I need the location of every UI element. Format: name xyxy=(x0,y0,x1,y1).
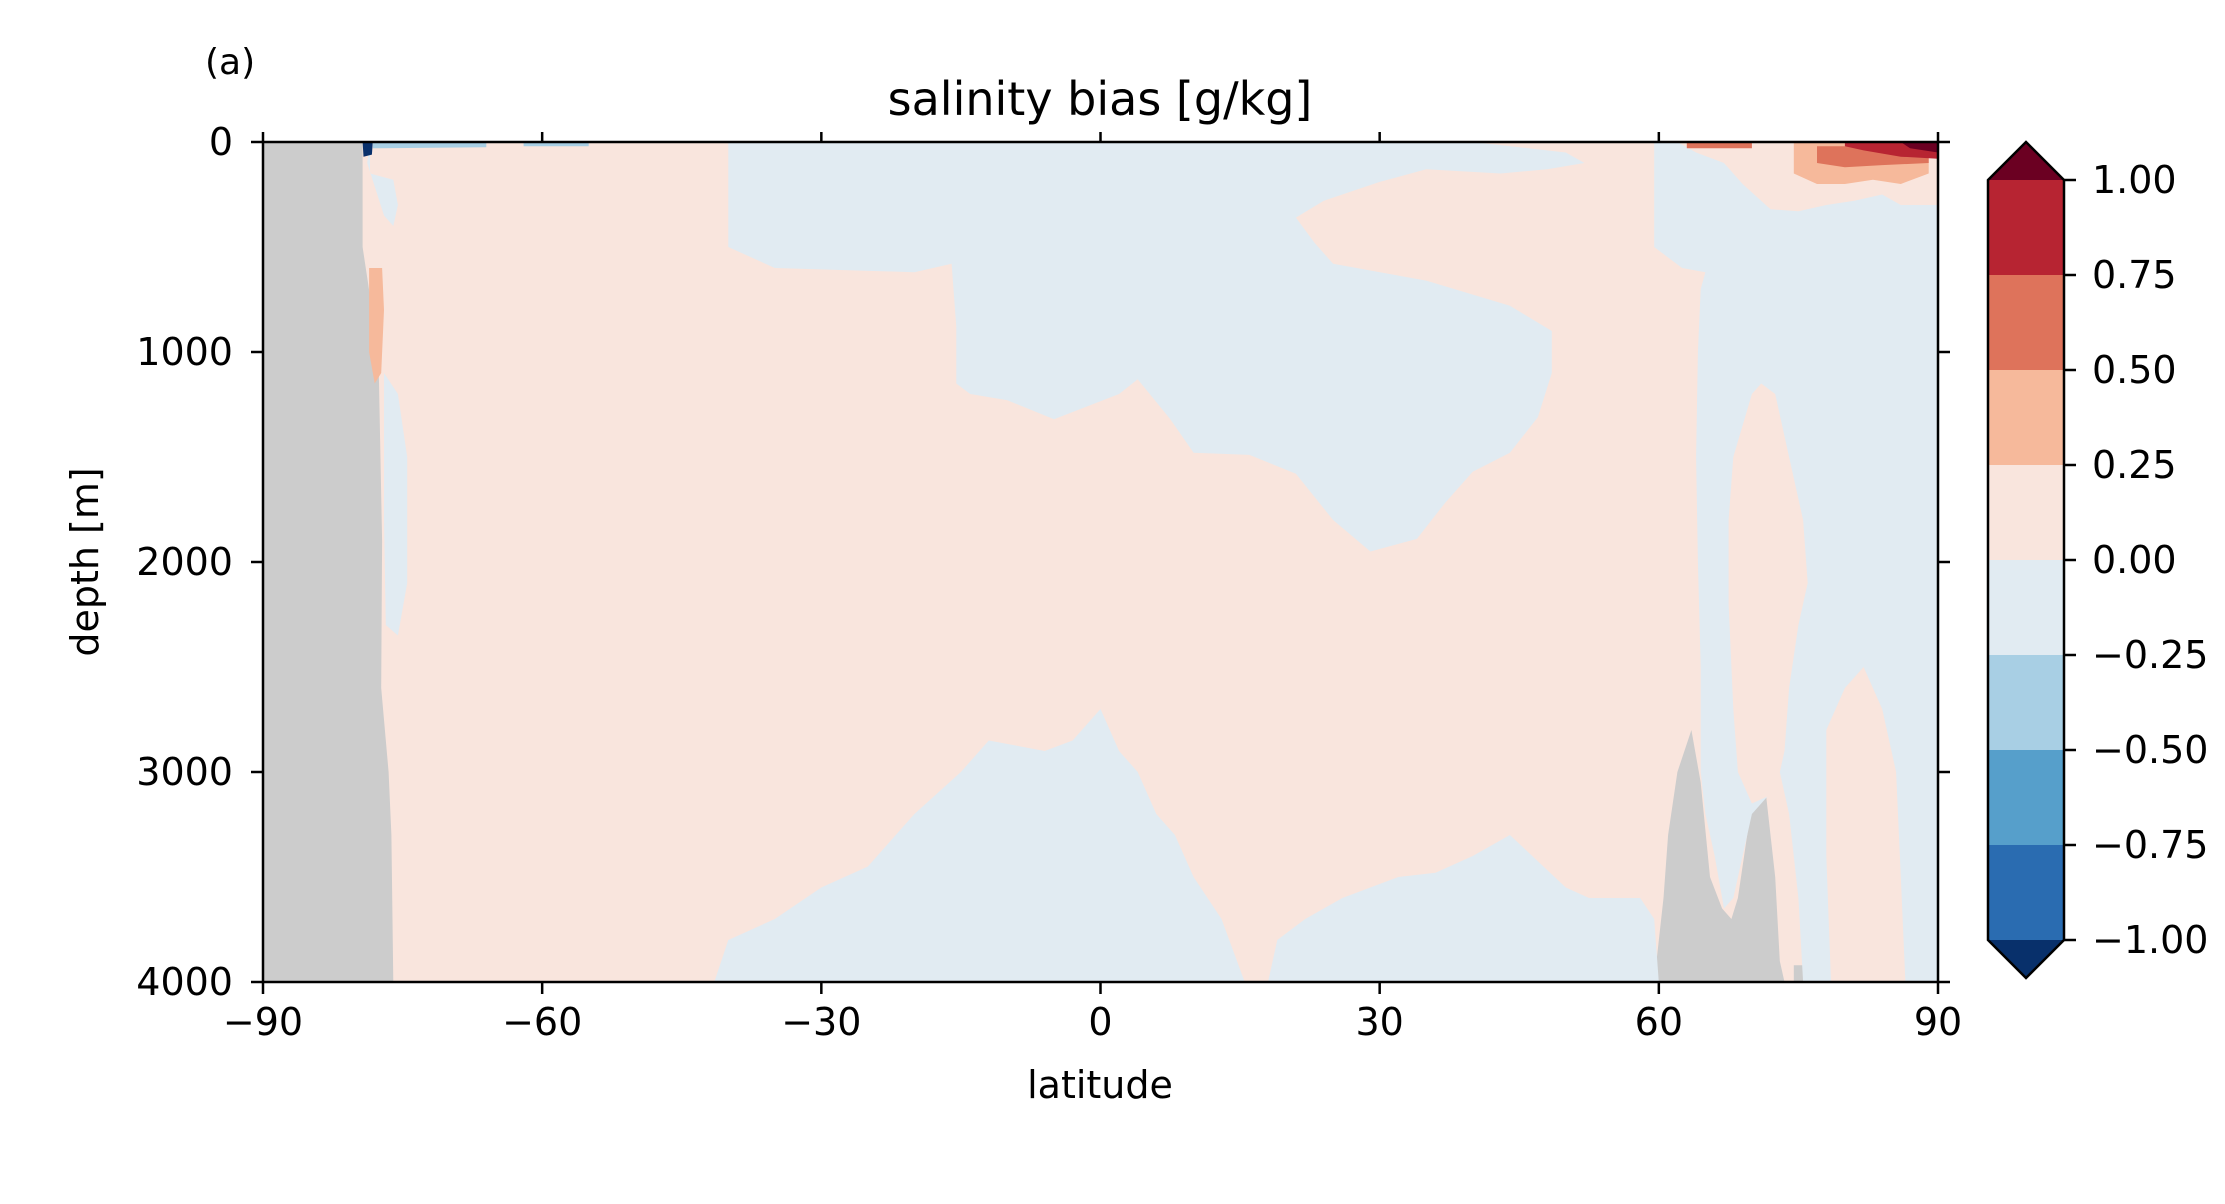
colorbar-segment xyxy=(1988,845,2064,940)
colorbar-tick-label: −0.25 xyxy=(2092,633,2208,677)
bias-region xyxy=(1900,142,1938,153)
colorbar-segment xyxy=(1988,560,2064,655)
bias-region xyxy=(1268,835,1659,982)
bias-regions xyxy=(263,142,1938,982)
y-tick-label: 0 xyxy=(209,120,233,164)
x-tick-label: 0 xyxy=(1088,1000,1112,1044)
colorbar-segment xyxy=(1988,465,2064,560)
bias-region xyxy=(728,142,1585,552)
colorbar-segment xyxy=(1988,655,2064,750)
x-tick-label: −60 xyxy=(502,1000,582,1044)
x-tick-label: −30 xyxy=(781,1000,861,1044)
panel-label: (a) xyxy=(205,42,255,83)
colorbar-tick-label: 0.50 xyxy=(2092,348,2177,392)
x-axis: −90 −60 −30 0 30 60 90 xyxy=(223,132,1962,1044)
land-mask-region xyxy=(263,142,394,982)
bias-region xyxy=(714,709,1245,982)
colorbar: −1.00 −0.75 −0.50 −0.25 0.00 0.25 0.50 0.75 1.00 xyxy=(1986,140,2208,980)
bias-region xyxy=(367,142,398,226)
colorbar-tick-label: 0.00 xyxy=(2092,538,2177,582)
land-mask-region xyxy=(1654,730,1785,982)
x-tick-label: 60 xyxy=(1635,1000,1683,1044)
colorbar-tick-label: −1.00 xyxy=(2092,918,2208,962)
y-tick-label: 2000 xyxy=(136,540,233,584)
y-axis: 0 1000 2000 3000 4000 xyxy=(136,120,1950,1004)
colorbar-tick-label: 0.25 xyxy=(2092,443,2177,487)
colorbar-tick-label: −0.75 xyxy=(2092,823,2208,867)
colorbar-tick-label: 0.75 xyxy=(2092,253,2177,297)
y-tick-label: 4000 xyxy=(136,960,233,1004)
colorbar-segment xyxy=(1988,370,2064,465)
bias-region xyxy=(362,142,373,157)
bias-region xyxy=(1826,667,1906,982)
x-tick-label: 90 xyxy=(1914,1000,1962,1044)
y-tick-label: 3000 xyxy=(136,750,233,794)
colorbar-segment xyxy=(1988,180,2064,275)
x-tick-label: −90 xyxy=(223,1000,303,1044)
colorbar-segment xyxy=(1988,750,2064,845)
colorbar-extend-bottom xyxy=(1988,940,2064,978)
colorbar-extend-top xyxy=(1988,142,2064,180)
y-axis-label: depth [m] xyxy=(63,467,107,656)
x-tick-label: 30 xyxy=(1355,1000,1403,1044)
bias-region xyxy=(1686,142,1752,149)
plot-area xyxy=(261,140,1940,984)
colorbar-tick-label: 1.00 xyxy=(2092,158,2177,202)
bias-region xyxy=(369,268,384,384)
colorbar-segment xyxy=(1988,275,2064,370)
y-tick-label: 1000 xyxy=(136,330,233,374)
bias-region xyxy=(1728,383,1808,804)
bias-region xyxy=(384,373,408,636)
x-axis-label: latitude xyxy=(1027,1063,1173,1107)
colorbar-tick-label: −0.50 xyxy=(2092,728,2208,772)
chart-title: salinity bias [g/kg] xyxy=(888,72,1313,126)
bias-region xyxy=(372,142,487,149)
